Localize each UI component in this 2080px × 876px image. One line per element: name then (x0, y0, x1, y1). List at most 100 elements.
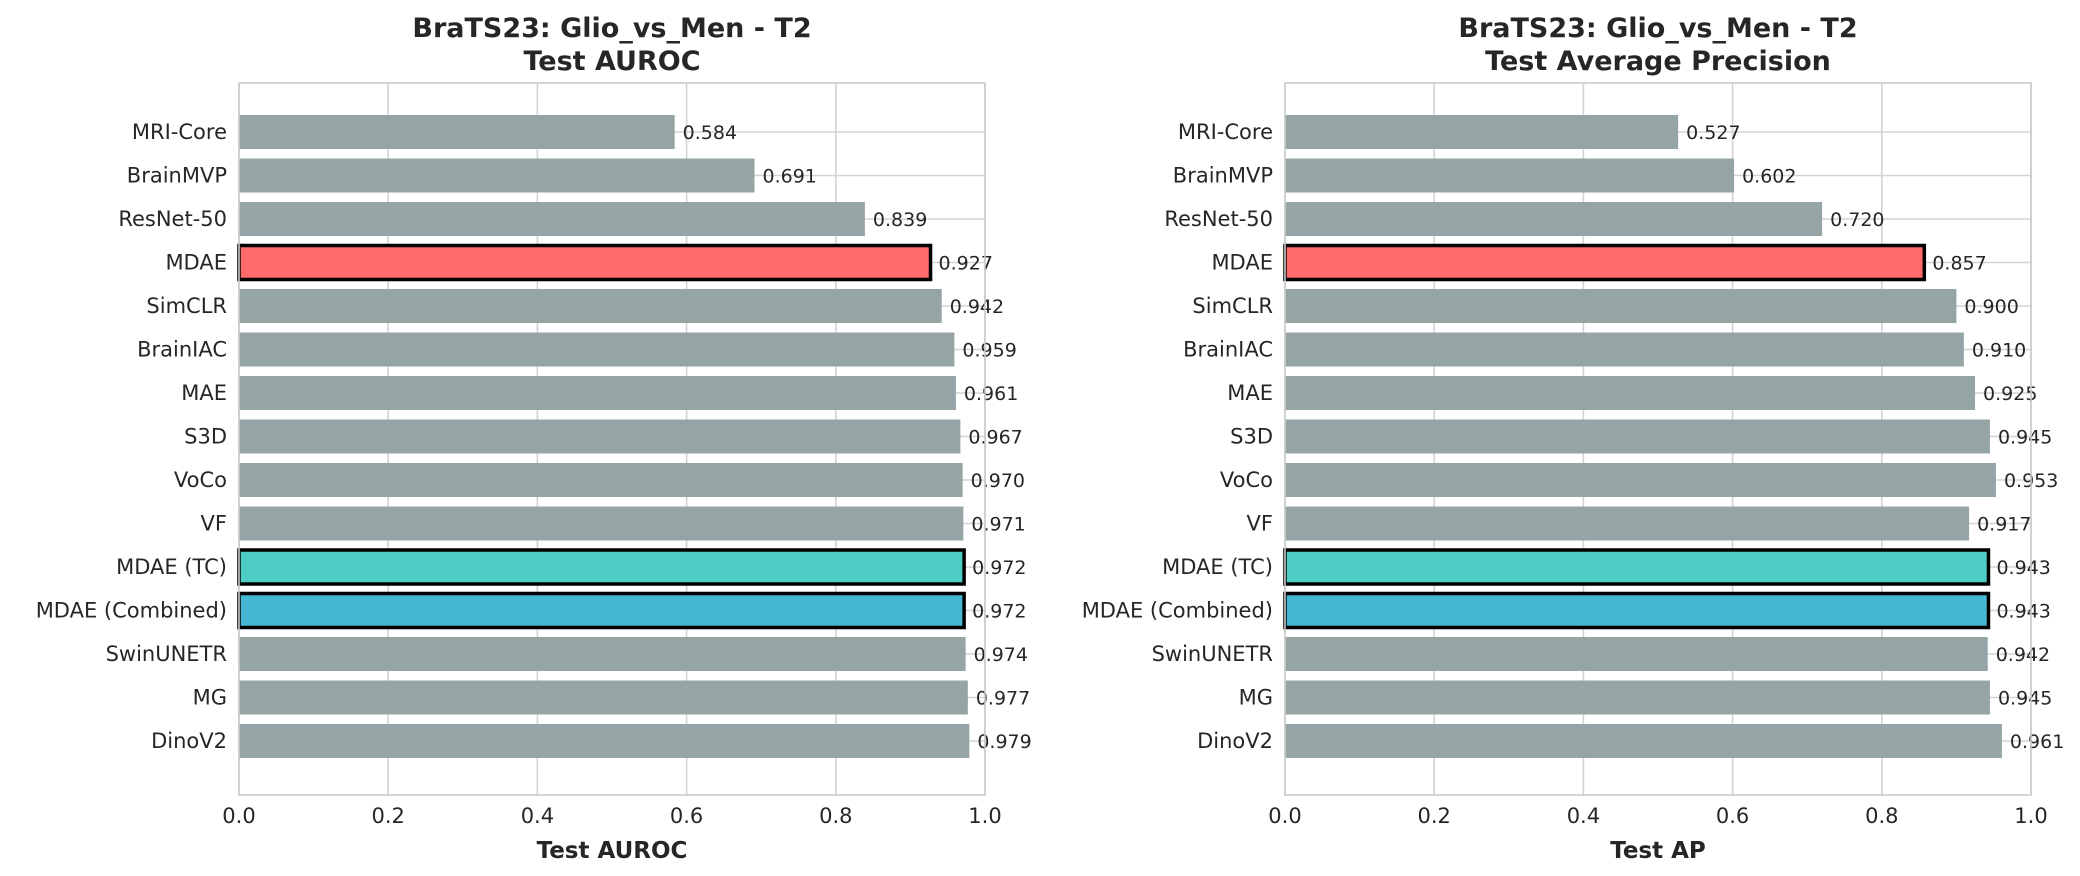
chart-subtitle: Test Average Precision (1485, 46, 1831, 77)
x-tick-label: 0.2 (371, 804, 404, 828)
category-label: MRI-Core (1178, 120, 1273, 144)
chart-panel-ap: BraTS23: Glio_vs_Men - T2 Test Average P… (1082, 13, 2065, 864)
category-label: VF (201, 512, 227, 536)
bar-voco (239, 463, 963, 497)
x-axis-label: Test AUROC (537, 838, 688, 864)
x-tick-label: 0.6 (670, 804, 703, 828)
chart-title: BraTS23: Glio_vs_Men - T2 (1458, 13, 1857, 44)
category-label: MAE (1227, 381, 1273, 405)
value-label: 0.942 (950, 296, 1004, 318)
chart-subtitle: Test AUROC (523, 46, 700, 77)
category-label: BrainIAC (137, 338, 227, 362)
bar-mri-core (239, 115, 675, 149)
category-label: DinoV2 (151, 729, 227, 753)
x-tick-label: 0.6 (1716, 804, 1749, 828)
bar-brainmvp (239, 158, 755, 193)
category-label: MDAE (Combined) (36, 599, 227, 623)
bar-simclr (239, 289, 942, 323)
category-label: SwinUNETR (106, 642, 227, 666)
value-label: 0.967 (968, 427, 1022, 449)
bar-s3d (239, 419, 961, 454)
bar-brainiac (1285, 332, 1964, 367)
bar-mdae-combined (1283, 591, 1991, 630)
category-label: MG (193, 686, 227, 710)
value-label: 0.945 (1998, 427, 2052, 449)
value-label: 0.602 (1742, 166, 1796, 188)
bar-mdae-tc (237, 548, 966, 586)
x-tick-label: 0.8 (819, 804, 852, 828)
category-label: MDAE (TC) (1162, 555, 1273, 579)
value-label: 0.925 (1983, 383, 2037, 405)
category-label: S3D (1230, 425, 1273, 449)
value-label: 0.584 (683, 122, 737, 144)
value-label: 0.945 (1998, 688, 2052, 710)
category-label: BrainIAC (1183, 338, 1273, 362)
category-label: MRI-Core (132, 120, 227, 144)
x-tick-label: 0.4 (521, 804, 554, 828)
category-label: SimCLR (1192, 294, 1273, 318)
chart-panel-auroc: BraTS23: Glio_vs_Men - T2 Test AUROC Tes… (36, 13, 1032, 864)
value-label: 0.691 (762, 166, 816, 188)
value-label: 0.917 (1977, 514, 2031, 536)
value-label: 0.857 (1932, 253, 1986, 275)
category-label: VoCo (1220, 468, 1273, 492)
bar-mdae (1283, 243, 1927, 282)
value-label: 0.527 (1686, 122, 1740, 144)
value-label: 0.910 (1972, 340, 2026, 362)
x-tick-label: 0.0 (222, 804, 255, 828)
bar-mdae-combined (237, 591, 966, 630)
category-label: S3D (184, 425, 227, 449)
value-label: 0.839 (873, 209, 927, 231)
category-label: DinoV2 (1197, 729, 1273, 753)
x-tick-label: 0.8 (1865, 804, 1898, 828)
x-tick-label: 1.0 (968, 804, 1001, 828)
value-label: 0.927 (939, 253, 993, 275)
bar-resnet-50 (239, 202, 865, 236)
bar-brainiac (239, 332, 955, 367)
value-label: 0.972 (972, 601, 1026, 623)
bar-mri-core (1285, 115, 1679, 149)
x-tick-label: 0.0 (1268, 804, 1301, 828)
category-label: MDAE (165, 251, 227, 275)
category-label: BrainMVP (127, 164, 227, 188)
value-label: 0.977 (976, 688, 1030, 710)
category-label: ResNet-50 (118, 207, 227, 231)
bar-mdae-tc (1283, 548, 1991, 586)
chart-title: BraTS23: Glio_vs_Men - T2 (412, 13, 811, 44)
bar-swinunetr (1285, 637, 1988, 671)
value-label: 0.720 (1830, 209, 1884, 231)
x-axis-label: Test AP (1610, 838, 1706, 864)
plot-frame (1284, 82, 2032, 796)
bar-swinunetr (239, 637, 966, 671)
bar-resnet-50 (1285, 202, 1823, 236)
value-label: 0.942 (1996, 644, 2050, 666)
category-label: ResNet-50 (1164, 207, 1273, 231)
value-label: 0.979 (977, 731, 1031, 753)
bar-mae (239, 376, 956, 410)
category-label: MDAE (1211, 251, 1273, 275)
plot-frame (238, 82, 986, 796)
value-label: 0.959 (962, 340, 1016, 362)
value-label: 0.972 (972, 557, 1026, 579)
value-label: 0.961 (964, 383, 1018, 405)
bar-dinov2 (1285, 724, 2002, 758)
category-label: SwinUNETR (1152, 642, 1273, 666)
value-label: 0.943 (1996, 601, 2050, 623)
bar-mg (239, 680, 968, 715)
value-label: 0.974 (974, 644, 1028, 666)
category-label: VoCo (174, 468, 227, 492)
bar-dinov2 (239, 724, 970, 758)
value-label: 0.970 (971, 470, 1025, 492)
bar-mg (1285, 680, 1990, 715)
category-label: BrainMVP (1173, 164, 1273, 188)
value-label: 0.943 (1996, 557, 2050, 579)
value-label: 0.900 (1964, 296, 2018, 318)
value-label: 0.961 (2010, 731, 2064, 753)
bar-s3d (1285, 419, 1990, 454)
x-tick-label: 1.0 (2014, 804, 2047, 828)
x-tick-label: 0.4 (1567, 804, 1600, 828)
value-label: 0.971 (971, 514, 1025, 536)
category-label: MDAE (Combined) (1082, 599, 1273, 623)
bar-mae (1285, 376, 1976, 410)
